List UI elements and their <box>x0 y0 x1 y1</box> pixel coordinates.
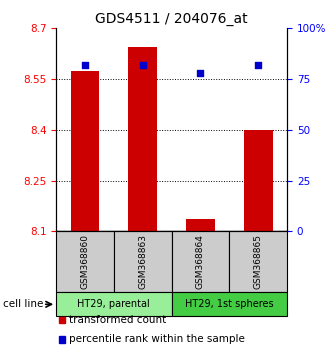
Point <box>140 62 146 68</box>
Text: HT29, parental: HT29, parental <box>78 299 150 309</box>
Text: cell line: cell line <box>3 299 44 309</box>
Text: transformed count: transformed count <box>69 315 166 325</box>
Bar <box>186 219 215 231</box>
Point <box>198 70 203 76</box>
Bar <box>172 231 229 292</box>
Bar <box>114 231 172 292</box>
Bar <box>128 47 157 231</box>
Text: percentile rank within the sample: percentile rank within the sample <box>69 335 245 344</box>
Text: GSM368865: GSM368865 <box>254 234 263 289</box>
Text: HT29, 1st spheres: HT29, 1st spheres <box>185 299 274 309</box>
Bar <box>244 130 273 231</box>
Title: GDS4511 / 204076_at: GDS4511 / 204076_at <box>95 12 248 26</box>
Point <box>82 62 88 68</box>
Bar <box>56 292 172 316</box>
Bar <box>56 231 114 292</box>
Text: GSM368863: GSM368863 <box>138 234 147 289</box>
Bar <box>172 292 287 316</box>
Bar <box>71 70 99 231</box>
Bar <box>229 231 287 292</box>
Text: GSM368864: GSM368864 <box>196 234 205 289</box>
Text: GSM368860: GSM368860 <box>81 234 89 289</box>
Point <box>256 62 261 68</box>
